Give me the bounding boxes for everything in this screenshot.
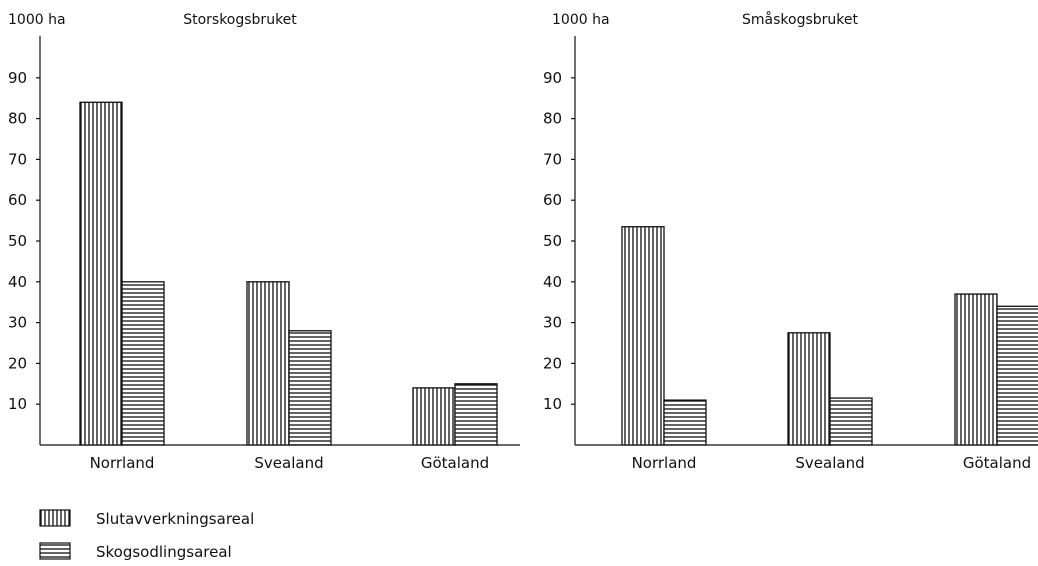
y-tick-label: 60 [8,191,27,209]
y-tick-label: 50 [8,232,27,250]
bar-slutavverkningsareal-gotaland [412,387,456,446]
y-tick-label: 20 [8,354,27,372]
y-axis-unit-label: 1000 ha [552,12,610,28]
y-tick-label: 10 [543,395,562,413]
y-tick-label: 70 [543,150,562,168]
bar-skogsodlingsareal-svealand [288,330,332,446]
y-tick-label: 20 [543,354,562,372]
y-tick-label: 90 [8,69,27,87]
chart-panel-smaskogsbruket: Småskogsbruket 1000 ha 10 20 30 40 50 60 70 80 90 N… [543,11,1038,472]
x-category-label-svealand: Svealand [795,454,864,472]
y-tick-label: 60 [543,191,562,209]
chart-title: Storskogsbruket [183,12,297,28]
bar-slutavverkningsareal-norrland [621,226,665,446]
x-category-label-svealand: Svealand [254,454,323,472]
bar-slutavverkningsareal-norrland [79,101,123,446]
y-tick-label: 50 [543,232,562,250]
y-axis-unit-label: 1000 ha [8,12,66,28]
x-category-label-norrland: Norrland [90,454,155,472]
chart-title: Småskogsbruket [742,11,858,28]
bar-skogsodlingsareal-gotaland [996,305,1038,446]
y-tick-label: 30 [8,314,27,332]
bar-slutavverkningsareal-svealand [787,332,831,446]
y-tick-label: 70 [8,150,27,168]
x-category-label-gotaland: Götaland [421,454,489,472]
y-tick-label: 40 [8,273,27,291]
y-tick-label: 80 [8,110,27,128]
legend-swatch-horizontal-hatch [39,542,71,560]
bar-skogsodlingsareal-gotaland [454,383,498,446]
bar-skogsodlingsareal-svealand [829,397,873,446]
legend-item-skogsodlingsareal: Skogsodlingsareal [39,542,232,561]
legend: Slutavverkningsareal Skogsodlingsareal [39,509,254,561]
legend-swatch-vertical-hatch [39,509,71,527]
legend-item-slutavverkningsareal: Slutavverkningsareal [39,509,254,528]
y-tick-label: 10 [8,395,27,413]
chart-panel-storskogsbruket: Storskogsbruket 1000 ha 10 20 30 40 50 60 70 80 90… [8,12,520,472]
bar-skogsodlingsareal-norrland [121,281,165,446]
y-tick-label: 30 [543,314,562,332]
y-tick-label: 80 [543,110,562,128]
bar-slutavverkningsareal-gotaland [954,293,998,446]
y-tick-label: 90 [543,69,562,87]
bar-skogsodlingsareal-norrland [663,399,707,446]
legend-label-slutavverkningsareal: Slutavverkningsareal [96,510,254,528]
legend-label-skogsodlingsareal: Skogsodlingsareal [96,543,232,561]
bar-slutavverkningsareal-svealand [246,281,290,446]
x-category-label-norrland: Norrland [632,454,697,472]
x-category-label-gotaland: Götaland [963,454,1031,472]
y-tick-label: 40 [543,273,562,291]
